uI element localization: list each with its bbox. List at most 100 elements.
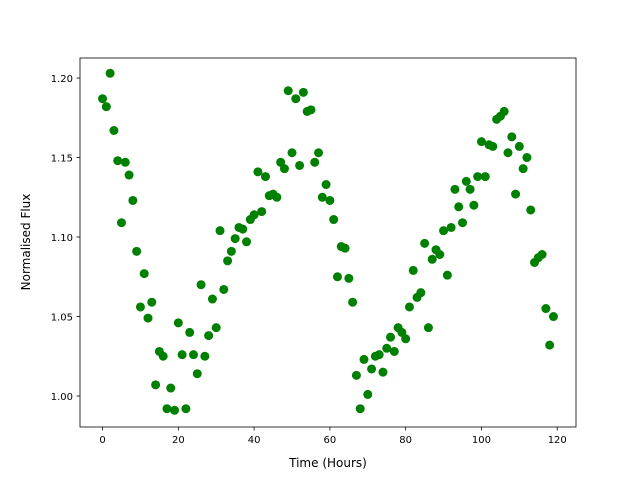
- y-tick-label: 1.20: [51, 74, 73, 85]
- point: [98, 94, 108, 104]
- point: [185, 327, 195, 337]
- point: [439, 226, 449, 236]
- point: [207, 294, 217, 304]
- x-tick-label: 40: [248, 435, 261, 446]
- point: [238, 224, 248, 234]
- point: [526, 205, 536, 215]
- x-tick-label: 120: [548, 435, 567, 446]
- point: [348, 297, 358, 307]
- point: [514, 141, 524, 151]
- point: [408, 265, 418, 275]
- point: [435, 250, 445, 260]
- point: [340, 243, 350, 253]
- point: [401, 334, 411, 344]
- point: [120, 157, 130, 167]
- point: [314, 148, 324, 158]
- point: [548, 312, 558, 322]
- point: [518, 164, 528, 174]
- point: [147, 297, 157, 307]
- point: [215, 226, 225, 236]
- point: [469, 200, 479, 210]
- point: [522, 153, 532, 163]
- point: [541, 304, 551, 314]
- point: [359, 354, 369, 364]
- point: [151, 380, 161, 390]
- x-axis-label: Time (Hours): [288, 456, 367, 470]
- point: [177, 350, 187, 360]
- point: [287, 148, 297, 158]
- point: [181, 404, 191, 414]
- point: [192, 369, 202, 379]
- point: [249, 210, 259, 220]
- point: [423, 323, 433, 333]
- point: [420, 238, 430, 248]
- point: [242, 237, 252, 247]
- point: [170, 405, 180, 415]
- point: [382, 343, 392, 353]
- point: [507, 132, 517, 142]
- point: [143, 313, 153, 323]
- point: [450, 184, 460, 194]
- point: [158, 351, 168, 361]
- x-tick-label: 60: [324, 435, 337, 446]
- point: [200, 351, 210, 361]
- point: [416, 288, 426, 298]
- point: [139, 269, 149, 279]
- point: [367, 364, 377, 374]
- point: [132, 246, 142, 256]
- point: [226, 246, 236, 256]
- point: [503, 148, 513, 158]
- point: [230, 234, 240, 244]
- point: [295, 160, 305, 170]
- point: [291, 94, 301, 104]
- y-tick-label: 1.00: [51, 392, 73, 403]
- point: [351, 370, 361, 380]
- point: [321, 180, 331, 190]
- point: [344, 273, 354, 283]
- point: [378, 367, 388, 377]
- point: [442, 270, 452, 280]
- point: [374, 350, 384, 360]
- point: [458, 218, 468, 228]
- y-tick-label: 1.15: [51, 154, 73, 165]
- point: [427, 254, 437, 264]
- point: [325, 195, 335, 205]
- point: [124, 170, 134, 180]
- x-tick-label: 20: [172, 435, 185, 446]
- point: [279, 164, 289, 174]
- point: [480, 172, 490, 182]
- x-tick-label: 100: [472, 435, 491, 446]
- point: [272, 192, 282, 202]
- point: [211, 323, 221, 333]
- point: [545, 340, 555, 350]
- point: [166, 383, 176, 393]
- point: [461, 176, 471, 186]
- point: [204, 331, 214, 341]
- point: [219, 284, 229, 294]
- point: [511, 189, 521, 199]
- point: [499, 106, 509, 116]
- point: [488, 141, 498, 151]
- point: [162, 404, 172, 414]
- point: [196, 280, 206, 290]
- point: [113, 156, 123, 166]
- point: [386, 332, 396, 342]
- x-tick-label: 80: [399, 435, 412, 446]
- point: [257, 207, 267, 217]
- point: [109, 125, 119, 135]
- point: [363, 389, 373, 399]
- point: [329, 215, 339, 225]
- point: [105, 68, 115, 78]
- point: [473, 172, 483, 182]
- point: [116, 218, 126, 228]
- point: [188, 350, 198, 360]
- point: [310, 157, 320, 167]
- point: [317, 192, 327, 202]
- x-tick-label: 0: [99, 435, 105, 446]
- point: [298, 87, 308, 97]
- y-tick-label: 1.10: [51, 233, 73, 244]
- point: [389, 346, 399, 356]
- point: [355, 404, 365, 414]
- point: [537, 250, 547, 260]
- point: [101, 102, 111, 112]
